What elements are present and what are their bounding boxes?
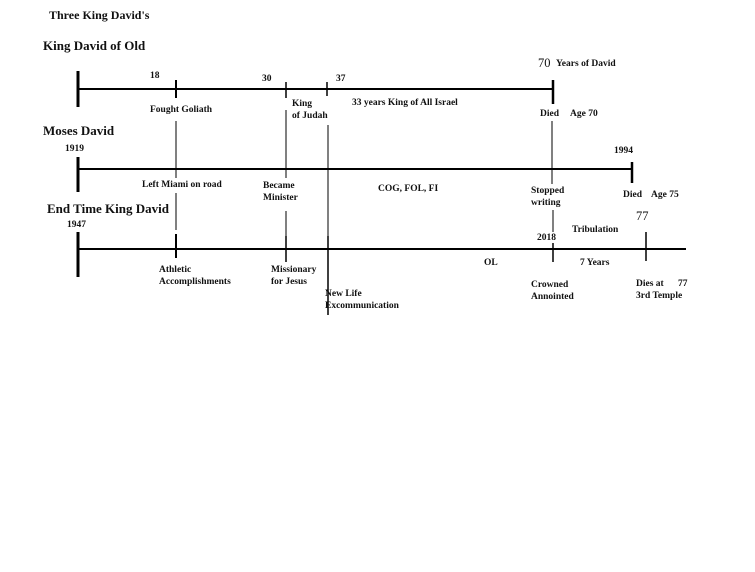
- period-label: Tribulation: [572, 225, 619, 235]
- period-label: COG, FOL, FI: [378, 184, 438, 194]
- event-label: 77: [678, 279, 688, 289]
- event-label: Accomplishments: [159, 277, 231, 287]
- event-label: Fought Goliath: [150, 105, 213, 115]
- diagram-title: Three King David's: [49, 8, 150, 22]
- event-label: for Jesus: [271, 277, 307, 287]
- period-label: 33 years King of All Israel: [352, 98, 458, 108]
- event-label: 3rd Temple: [636, 291, 682, 301]
- year-label: 2018: [537, 233, 556, 243]
- timeline-end-time-king-david: End Time King David 1947 77 2018 Tribula…: [47, 201, 688, 315]
- event-label: writing: [531, 198, 561, 208]
- event-label: Stopped: [531, 186, 565, 196]
- event-label: Crowned: [531, 280, 569, 290]
- event-label: of Judah: [292, 111, 328, 121]
- event-label: Left Miami on road: [142, 180, 222, 190]
- event-label: Became: [263, 181, 295, 191]
- timeline-king-david-of-old: King David of Old 18 30 37 70 Years of D…: [43, 38, 616, 121]
- period-label: 7 Years: [580, 258, 610, 268]
- event-label: Missionary: [271, 265, 317, 275]
- event-label: Annointed: [531, 292, 574, 302]
- event-label: Minister: [263, 193, 299, 203]
- event-label: Athletic: [159, 265, 191, 275]
- timeline-moses-david: Moses David 1919 1994 Left Miami on road…: [43, 123, 679, 208]
- event-label: Dies at: [636, 279, 665, 289]
- event-label: King: [292, 99, 312, 109]
- year-label: 1994: [614, 146, 633, 156]
- age-label: 18: [150, 71, 160, 81]
- age-label: 37: [336, 74, 346, 84]
- connector-lines: [175, 110, 554, 236]
- timeline-heading: End Time King David: [47, 201, 170, 216]
- years-label: Years of David: [556, 59, 616, 69]
- period-label: OL: [484, 258, 498, 268]
- age-label: 77: [636, 209, 649, 223]
- event-label: Age 75: [651, 190, 679, 200]
- age-label: 30: [262, 74, 272, 84]
- year-label: 1919: [65, 144, 84, 154]
- event-label: New Life: [325, 289, 362, 299]
- event-label: Age 70: [570, 109, 598, 119]
- age-label: 70: [538, 56, 551, 70]
- year-label: 1947: [67, 220, 86, 230]
- event-label: Excommunication: [325, 301, 400, 311]
- timeline-heading: Moses David: [43, 123, 115, 138]
- event-label: Died: [540, 109, 560, 119]
- event-label: Died: [623, 190, 643, 200]
- timeline-heading: King David of Old: [43, 38, 146, 53]
